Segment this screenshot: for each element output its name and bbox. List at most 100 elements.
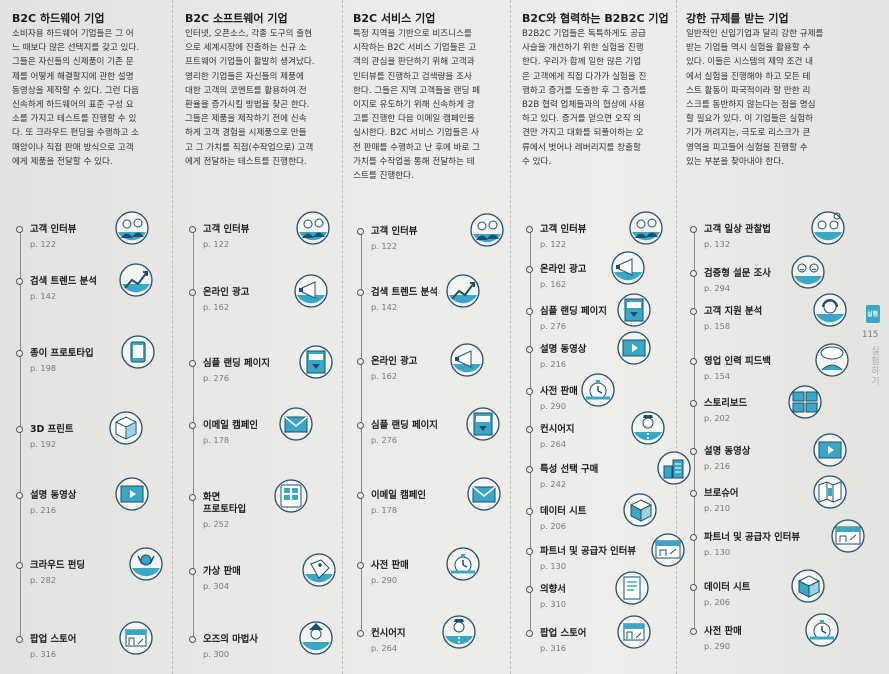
method-item[interactable]: 사전 판매 p. 290 — [357, 547, 503, 600]
method-page-ref[interactable]: p. 276 — [371, 435, 398, 445]
method-item[interactable]: 컨시어지 p. 264 — [526, 411, 670, 464]
method-page-ref[interactable]: p. 162 — [540, 279, 567, 289]
method-page-ref[interactable]: p. 282 — [30, 575, 57, 585]
method-item[interactable]: 팝업 스토어 p. 316 — [526, 615, 670, 668]
method-item[interactable]: 브로슈어 p. 210 — [690, 475, 854, 528]
method-item[interactable]: 검색 트렌드 분석 p. 142 — [357, 274, 503, 327]
method-item[interactable]: 온라인 광고 p. 162 — [357, 343, 503, 396]
data-sheet-icon — [790, 568, 826, 604]
method-page-ref[interactable]: p. 300 — [203, 649, 230, 659]
column-title: B2C 서비스 기업 — [353, 12, 436, 25]
method-page-ref[interactable]: p. 122 — [203, 239, 230, 249]
description-line: 하게 고객 경험을 시제품으로 만들 — [185, 128, 307, 139]
method-name: 특성 선택 구매 — [540, 464, 599, 475]
method-item[interactable]: 고객 일상 관찰법 p. 132 — [690, 211, 854, 264]
method-page-ref[interactable]: p. 162 — [203, 302, 230, 312]
method-item[interactable]: 온라인 광고 p. 162 — [526, 251, 670, 304]
method-page-ref[interactable]: p. 206 — [704, 597, 731, 607]
method-item[interactable]: 오즈의 마법사 p. 300 — [189, 621, 335, 674]
method-page-ref[interactable]: p. 316 — [540, 643, 567, 653]
method-page-ref[interactable]: p. 242 — [540, 479, 567, 489]
method-page-ref[interactable]: p. 316 — [30, 649, 57, 659]
method-item[interactable]: 이메일 캠페인 p. 178 — [189, 407, 335, 460]
method-item[interactable]: 영업 인력 피드백 p. 154 — [690, 343, 854, 396]
method-item[interactable]: 고객 지원 분석 p. 158 — [690, 293, 854, 346]
method-page-ref[interactable]: p. 122 — [371, 241, 398, 251]
method-item[interactable]: 검증형 설문 조사 p. 294 — [690, 255, 854, 308]
method-page-ref[interactable]: p. 264 — [371, 643, 398, 653]
method-page-ref[interactable]: p. 142 — [30, 291, 57, 301]
method-item[interactable]: 사전 판매 p. 290 — [526, 373, 670, 426]
method-item[interactable]: 팝업 스토어 p. 316 — [16, 621, 164, 674]
section-tab[interactable] — [866, 305, 880, 323]
method-item[interactable]: 데이터 시트 p. 206 — [690, 569, 854, 622]
method-item[interactable]: 고객 인터뷰 p. 122 — [526, 211, 670, 264]
method-page-ref[interactable]: p. 264 — [540, 439, 567, 449]
method-page-ref[interactable]: p. 178 — [371, 505, 398, 515]
method-item[interactable]: 의향서 p. 310 — [526, 571, 670, 624]
method-page-ref[interactable]: p. 122 — [30, 239, 57, 249]
method-page-ref[interactable]: p. 290 — [704, 641, 731, 651]
timeline-dot — [690, 308, 697, 315]
method-item[interactable]: 가상 판매 p. 304 — [189, 553, 336, 606]
method-page-ref[interactable]: p. 154 — [704, 371, 731, 381]
column-description: B2B2C 기업들은 독특하게도 공급 사슬을 개선하기 위한 실험을 진행 한다.… — [522, 27, 646, 169]
method-page-ref[interactable]: p. 142 — [371, 302, 398, 312]
method-item[interactable]: 화면 프로토타입 p. 252 — [189, 479, 335, 532]
description-line: 신속하게 하드웨어의 표준 구성 요 — [12, 100, 134, 111]
method-item[interactable]: 3D 프린트 p. 192 — [16, 411, 164, 464]
method-page-ref[interactable]: p. 276 — [540, 321, 567, 331]
method-page-ref[interactable]: p. 216 — [704, 461, 731, 471]
method-item[interactable]: 스토리보드 p. 202 — [690, 385, 854, 438]
method-page-ref[interactable]: p. 130 — [704, 547, 731, 557]
storyboard-icon — [787, 384, 823, 420]
method-item[interactable]: 파트너 및 공급자 인터뷰 p. 130 — [690, 519, 865, 572]
method-page-ref[interactable]: p. 178 — [203, 435, 230, 445]
method-item[interactable]: 검색 트렌드 분석 p. 142 — [16, 263, 164, 316]
method-page-ref[interactable]: p. 276 — [203, 373, 230, 383]
method-page-ref[interactable]: p. 130 — [540, 561, 567, 571]
method-item[interactable]: 종이 프로토타입 p. 198 — [16, 335, 164, 388]
method-item[interactable]: 사전 판매 p. 290 — [690, 613, 854, 666]
method-item[interactable]: 컨시어지 p. 264 — [357, 615, 503, 668]
method-page-ref[interactable]: p. 122 — [540, 239, 567, 249]
column-title: B2C 소프트웨어 기업 — [185, 12, 288, 25]
method-item[interactable]: 크라우드 펀딩 p. 282 — [16, 547, 164, 600]
method-page-ref[interactable]: p. 158 — [704, 321, 731, 331]
method-page-ref[interactable]: p. 304 — [203, 581, 230, 591]
description-line: 스크를 동반하지 않는다는 점을 명심 — [686, 100, 816, 111]
method-page-ref[interactable]: p. 192 — [30, 439, 57, 449]
timeline-dot — [526, 466, 533, 473]
method-page-ref[interactable]: p. 294 — [704, 283, 731, 293]
method-page-ref[interactable]: p. 290 — [540, 401, 567, 411]
method-item[interactable]: 특성 선택 구매 p. 242 — [526, 451, 691, 504]
method-item[interactable]: 심플 랜딩 페이지 p. 276 — [357, 407, 503, 460]
method-page-ref[interactable]: p. 216 — [540, 359, 567, 369]
method-item[interactable]: 심플 랜딩 페이지 p. 276 — [189, 345, 335, 398]
method-page-ref[interactable]: p. 202 — [704, 413, 731, 423]
method-page-ref[interactable]: p. 290 — [371, 575, 398, 585]
method-page-ref[interactable]: p. 252 — [203, 519, 230, 529]
method-name: 사전 판매 — [540, 386, 578, 397]
method-item[interactable]: 온라인 광고 p. 162 — [189, 274, 335, 327]
method-item[interactable]: 설명 동영상 p. 216 — [16, 477, 164, 530]
method-name: 팝업 스토어 — [540, 628, 587, 639]
method-item[interactable]: 고객 인터뷰 p. 122 — [189, 211, 335, 264]
method-page-ref[interactable]: p. 206 — [540, 521, 567, 531]
method-item[interactable]: 파트너 및 공급자 인터뷰 p. 130 — [526, 533, 685, 586]
method-item[interactable]: 고객 인터뷰 p. 122 — [357, 213, 504, 266]
method-page-ref[interactable]: p. 216 — [30, 505, 57, 515]
method-item[interactable]: 설명 동영상 p. 216 — [690, 433, 854, 486]
method-page-ref[interactable]: p. 310 — [540, 599, 567, 609]
method-item[interactable]: 고객 인터뷰 p. 122 — [16, 211, 164, 264]
method-item[interactable]: 설명 동영상 p. 216 — [526, 331, 670, 384]
method-item[interactable]: 데이터 시트 p. 206 — [526, 493, 670, 546]
method-page-ref[interactable]: p. 162 — [371, 371, 398, 381]
method-page-ref[interactable]: p. 132 — [704, 239, 731, 249]
method-page-ref[interactable]: p. 210 — [704, 503, 731, 513]
method-page-ref[interactable]: p. 198 — [30, 363, 57, 373]
method-item[interactable]: 이메일 캠페인 p. 178 — [357, 477, 503, 530]
method-name: 사전 판매 — [371, 560, 409, 571]
method-item[interactable]: 심플 랜딩 페이지 p. 276 — [526, 293, 670, 346]
method-name: 이메일 캠페인 — [203, 420, 259, 431]
